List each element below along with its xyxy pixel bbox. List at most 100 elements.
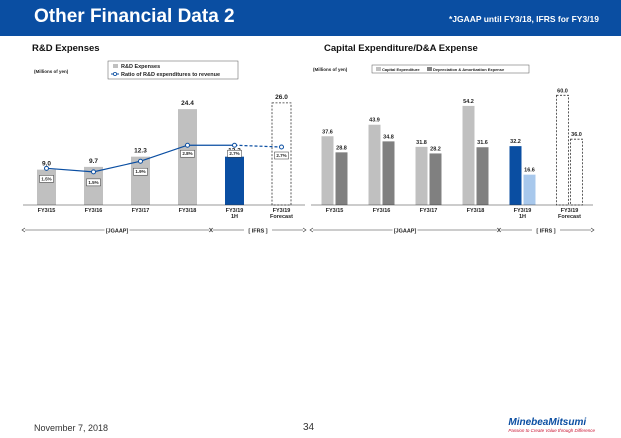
bracket-arrow-right	[208, 227, 213, 233]
capex-bar	[556, 94, 569, 206]
rd-ratio-label: 1.5%	[88, 180, 98, 185]
x-tick-label: FY3/15	[326, 208, 344, 214]
bracket-label: [JGAAP]	[394, 229, 417, 235]
capex-value-label: 54.2	[463, 99, 474, 105]
rd-ratio-label: 1.5%	[41, 176, 51, 181]
title-banner: Other Financial Data 2 *JGAAP until FY3/…	[0, 0, 621, 36]
capex-units-label: (Millions of yen)	[313, 67, 348, 72]
capex-legend-swatch	[376, 67, 381, 71]
bracket-arrow-left	[209, 227, 214, 233]
rd-legend-line-label: Ratio of R&D expenditures to revenue	[121, 72, 220, 78]
rd-bar	[37, 169, 56, 205]
x-tick-label: FY3/16	[85, 208, 103, 214]
capex-bar	[321, 136, 334, 205]
x-tick-label: FY3/19	[226, 208, 244, 214]
x-tick-label: FY3/17	[420, 208, 438, 214]
rd-legend-box	[107, 60, 239, 80]
rd-ratio-label-box	[133, 167, 148, 176]
brand-logo: MinebeaMitsumi Passion to Create Value t…	[508, 417, 595, 433]
rd-bar-value-label: 26.0	[275, 94, 288, 101]
bracket-label-bg	[244, 226, 272, 234]
rd-bar-value-label: 24.4	[181, 100, 194, 107]
rd-ratio-forecast-line	[234, 144, 282, 148]
capex-value-label: 37.6	[322, 129, 333, 135]
footer-date: November 7, 2018	[34, 423, 109, 433]
rd-legend-bar-label: R&D Expenses	[121, 64, 160, 70]
capex-bar	[368, 124, 381, 205]
rd-ratio-label: 1.9%	[135, 169, 145, 174]
x-tick-sublabel: Forecast	[558, 214, 581, 220]
capex-bar	[415, 146, 428, 205]
da-bar	[429, 153, 442, 205]
capex-chart-title: Capital Expenditure/D&A Expense	[324, 43, 478, 54]
da-value-label: 36.0	[571, 132, 582, 138]
da-value-label: 31.6	[477, 140, 488, 146]
da-bar	[382, 141, 395, 205]
rd-ratio-point	[44, 165, 49, 171]
da-value-label: 34.8	[383, 134, 394, 140]
x-tick-label: FY3/18	[467, 208, 485, 214]
x-tick-label: FY3/19	[273, 208, 291, 214]
accounting-note: *JGAAP until FY3/18, IFRS for FY3/19	[448, 14, 599, 24]
capex-legend-label: Capital Expenditure	[382, 67, 420, 72]
rd-bar-value-label: 9.7	[89, 158, 98, 165]
rd-ratio-label-box	[86, 178, 101, 187]
rd-ratio-point	[232, 142, 237, 148]
rd-ratio-label-box	[180, 149, 195, 158]
rd-ratio-label: 2.8%	[182, 151, 192, 156]
rd-ratio-label: 2.7%	[276, 153, 286, 158]
x-tick-label: FY3/19	[514, 208, 532, 214]
bracket-arrow-left	[309, 227, 314, 233]
da-value-label: 28.2	[430, 146, 441, 152]
bracket-arrow-right	[590, 227, 595, 233]
x-tick-label: FY3/16	[373, 208, 391, 214]
rd-bar-value-label: 9.0	[42, 161, 51, 168]
bracket-arrow-left	[497, 227, 502, 233]
capex-value-label: 60.0	[557, 88, 568, 94]
rd-bar	[225, 156, 244, 205]
rd-ratio-point	[279, 144, 284, 150]
da-bar	[476, 147, 489, 205]
da-legend-swatch	[427, 67, 432, 71]
rd-bar	[131, 156, 150, 205]
capex-bar	[462, 105, 475, 205]
brand-name: MinebeaMitsumi	[508, 417, 587, 428]
bracket-arrow-right	[496, 227, 501, 233]
da-bar	[335, 152, 348, 205]
capex-value-label: 32.2	[510, 139, 521, 145]
da-legend-label: Depreciation & Amortization Expense	[433, 67, 505, 72]
rd-bar-value-label: 12.3	[134, 148, 147, 155]
bracket-arrow-right	[302, 227, 307, 233]
bracket-label: [ IFRS ]	[536, 229, 555, 235]
bracket-label-bg	[392, 226, 418, 234]
rd-ratio-point	[138, 158, 143, 164]
rd-ratio-point	[185, 142, 190, 148]
page-number: 34	[303, 422, 315, 433]
bracket-label-bg	[104, 226, 130, 234]
da-bar	[523, 174, 536, 205]
rd-units-label: (Millions of yen)	[34, 69, 69, 74]
bracket-label: [JGAAP]	[106, 229, 129, 235]
capex-legend-box	[371, 64, 530, 74]
x-tick-label: FY3/18	[179, 208, 197, 214]
rd-chart-title: R&D Expenses	[32, 43, 100, 54]
da-bar	[570, 138, 583, 206]
x-tick-label: FY3/15	[38, 208, 56, 214]
bracket-label-bg	[532, 226, 560, 234]
rd-ratio-point	[91, 169, 96, 175]
brand-tagline: Passion to Create Value through Differen…	[508, 428, 595, 433]
capex-value-label: 31.8	[416, 140, 427, 146]
rd-legend-bar-swatch	[113, 64, 118, 68]
da-value-label: 16.6	[524, 168, 535, 174]
x-tick-sublabel: Forecast	[270, 214, 293, 220]
capex-value-label: 43.9	[369, 118, 380, 124]
x-tick-label: FY3/17	[132, 208, 150, 214]
rd-legend-marker	[113, 72, 118, 77]
x-tick-label: FY3/19	[561, 208, 579, 214]
page-title: Other Financial Data 2	[34, 6, 235, 27]
rd-ratio-label: 2.7%	[229, 151, 239, 156]
x-tick-sublabel: 1H	[519, 214, 526, 220]
bracket-label: [ IFRS ]	[248, 229, 267, 235]
da-value-label: 28.8	[336, 145, 347, 151]
